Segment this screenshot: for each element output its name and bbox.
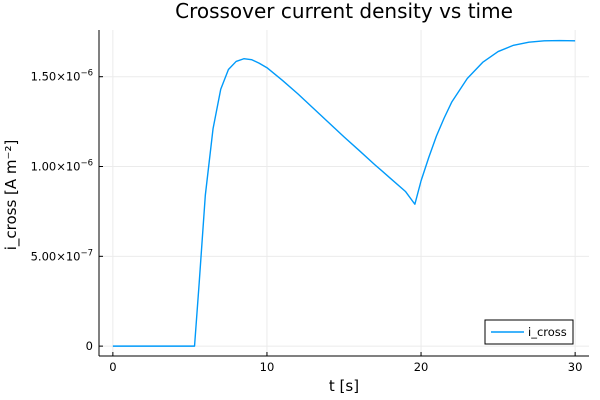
x-tick-label: 0 <box>109 360 116 374</box>
legend-label-i-cross: i_cross <box>528 325 567 339</box>
series-line-i-cross <box>112 39 576 347</box>
series-layer <box>112 39 576 347</box>
y-tick-label: 5.00×10−7 <box>31 248 93 263</box>
y-tick-label: 1.50×10−6 <box>31 69 93 84</box>
x-tick-label: 30 <box>568 360 583 374</box>
legend: i_cross <box>484 319 574 345</box>
chart-title: Crossover current density vs time <box>175 0 513 23</box>
axes <box>98 30 589 357</box>
y-axis-label: i_cross [A m⁻²] <box>2 140 21 251</box>
x-tick-label: 20 <box>414 360 429 374</box>
x-axis-label: t [s] <box>329 377 359 395</box>
y-tick-label: 1.00×10−6 <box>31 159 93 174</box>
y-tick-label: 0 <box>86 339 93 353</box>
ticks: 0 10 20 30 0 5.00×10−7 1.00×10−6 1.50×10−6 <box>31 69 583 374</box>
grid <box>99 30 589 356</box>
x-tick-label: 10 <box>260 360 275 374</box>
